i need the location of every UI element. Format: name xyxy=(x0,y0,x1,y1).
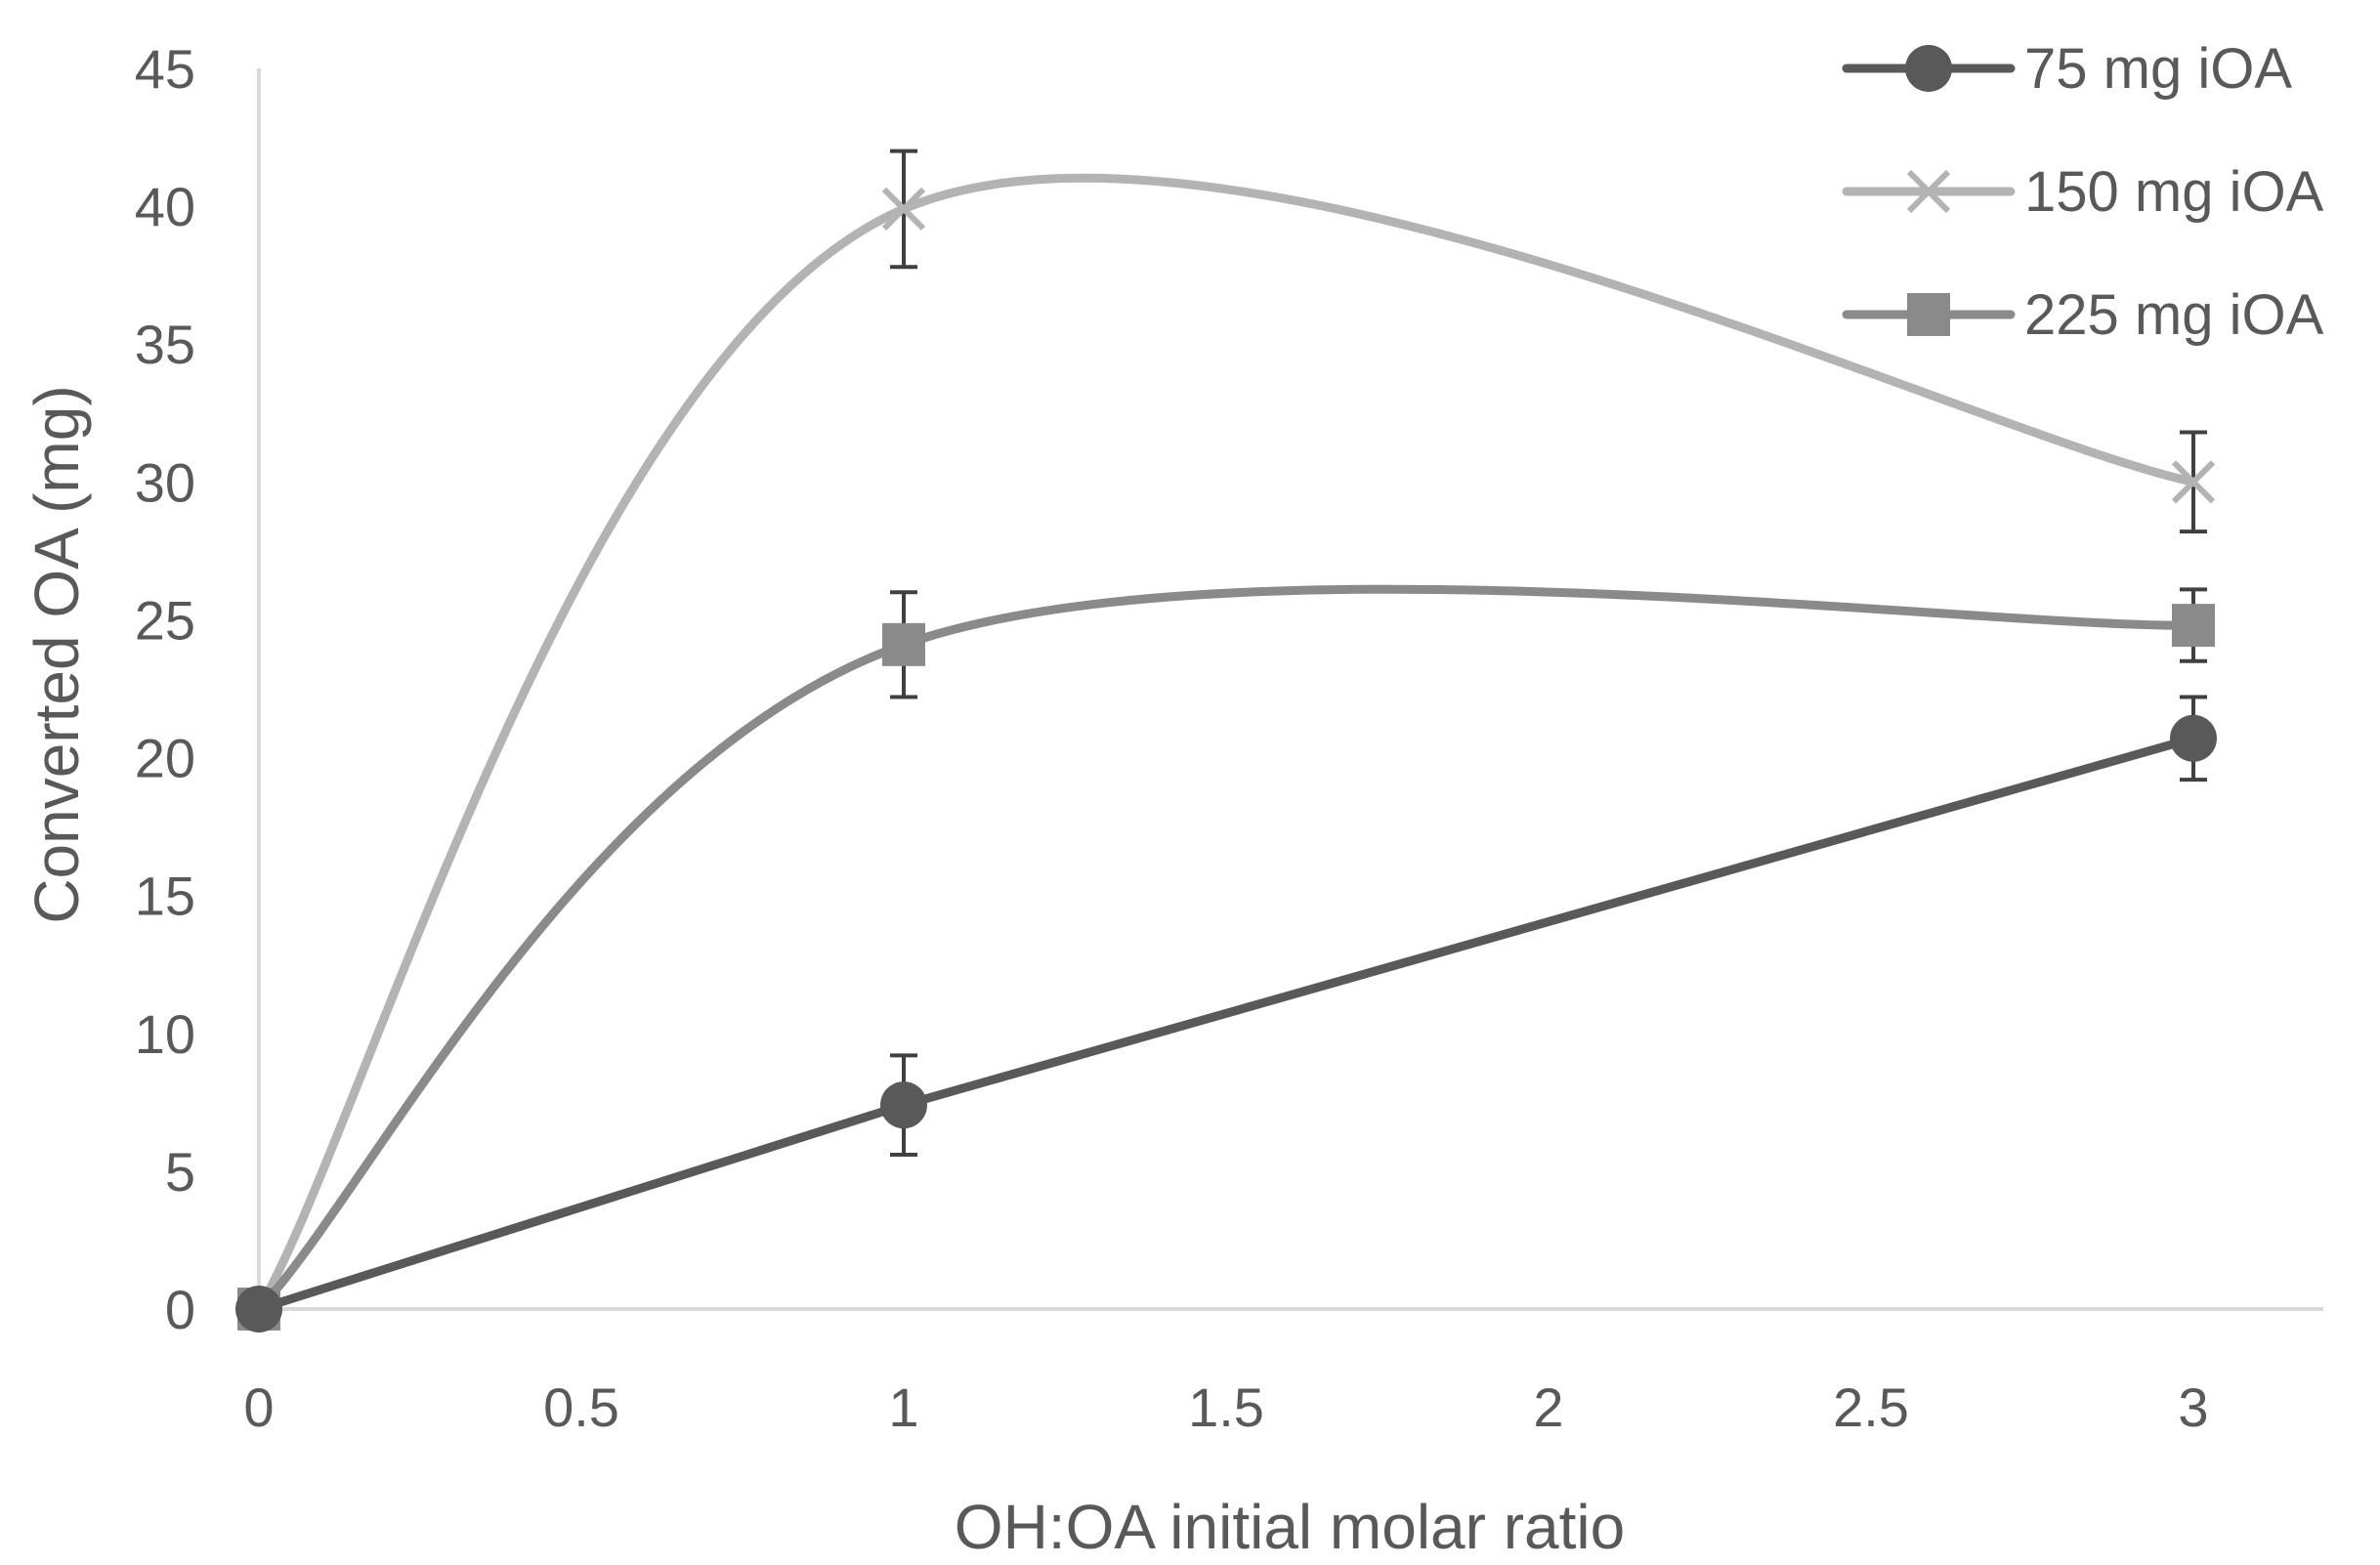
y-axis-title: Converted OA (mg) xyxy=(21,385,92,923)
x-axis-title: OH:OA initial molar ratio xyxy=(955,1492,1625,1562)
legend: 75 mg iOA 150 mg iOA 225 mg iOA xyxy=(1842,37,2324,347)
x-tick-label: 2.5 xyxy=(1833,1376,1909,1438)
x-tick-label: 2 xyxy=(1533,1376,1563,1438)
data-point xyxy=(235,1286,282,1332)
series-75-mg-ioa xyxy=(235,695,2217,1332)
y-tick-label: 10 xyxy=(135,1003,195,1065)
y-tick-label: 20 xyxy=(135,728,195,789)
data-point xyxy=(2170,714,2217,762)
data-point xyxy=(882,622,925,666)
x-tick-label: 1.5 xyxy=(1188,1376,1264,1438)
series-line xyxy=(254,734,2198,1314)
x-tick-label: 3 xyxy=(2178,1376,2208,1438)
data-point xyxy=(2171,460,2216,504)
data-point xyxy=(2172,604,2215,648)
legend-label: 225 mg iOA xyxy=(2024,283,2324,347)
legend-marker xyxy=(1905,45,1952,92)
y-tick-label: 15 xyxy=(135,866,195,927)
data-point xyxy=(880,1081,927,1129)
y-tick-label: 35 xyxy=(135,314,195,375)
y-tick-label: 30 xyxy=(135,451,195,513)
data-point xyxy=(881,187,926,232)
y-tick-label: 40 xyxy=(135,176,195,237)
legend-item: 150 mg iOA xyxy=(1842,160,2324,224)
y-tick-label: 0 xyxy=(165,1279,195,1340)
y-tick-label: 5 xyxy=(165,1141,195,1203)
x-tick-labels: 0 0.5 1 1.5 2 2.5 3 xyxy=(243,1376,2208,1438)
legend-label: 75 mg iOA xyxy=(2024,37,2292,101)
legend-marker xyxy=(1906,169,1951,214)
legend-label: 150 mg iOA xyxy=(2024,160,2324,224)
y-tick-label: 45 xyxy=(135,38,195,100)
legend-item: 75 mg iOA xyxy=(1842,37,2292,101)
legend-item: 225 mg iOA xyxy=(1842,283,2324,347)
series-line xyxy=(254,584,2198,1314)
axes xyxy=(257,68,2323,1311)
x-tick-label: 0.5 xyxy=(543,1376,619,1438)
x-tick-label: 1 xyxy=(888,1376,918,1438)
x-tick-label: 0 xyxy=(243,1376,274,1438)
y-tick-labels: 0 5 10 15 20 25 30 35 40 45 xyxy=(135,38,195,1340)
series-line xyxy=(254,173,2198,1314)
series-layer xyxy=(235,148,2217,1332)
legend-marker xyxy=(1907,293,1950,336)
y-tick-label: 25 xyxy=(135,589,195,651)
